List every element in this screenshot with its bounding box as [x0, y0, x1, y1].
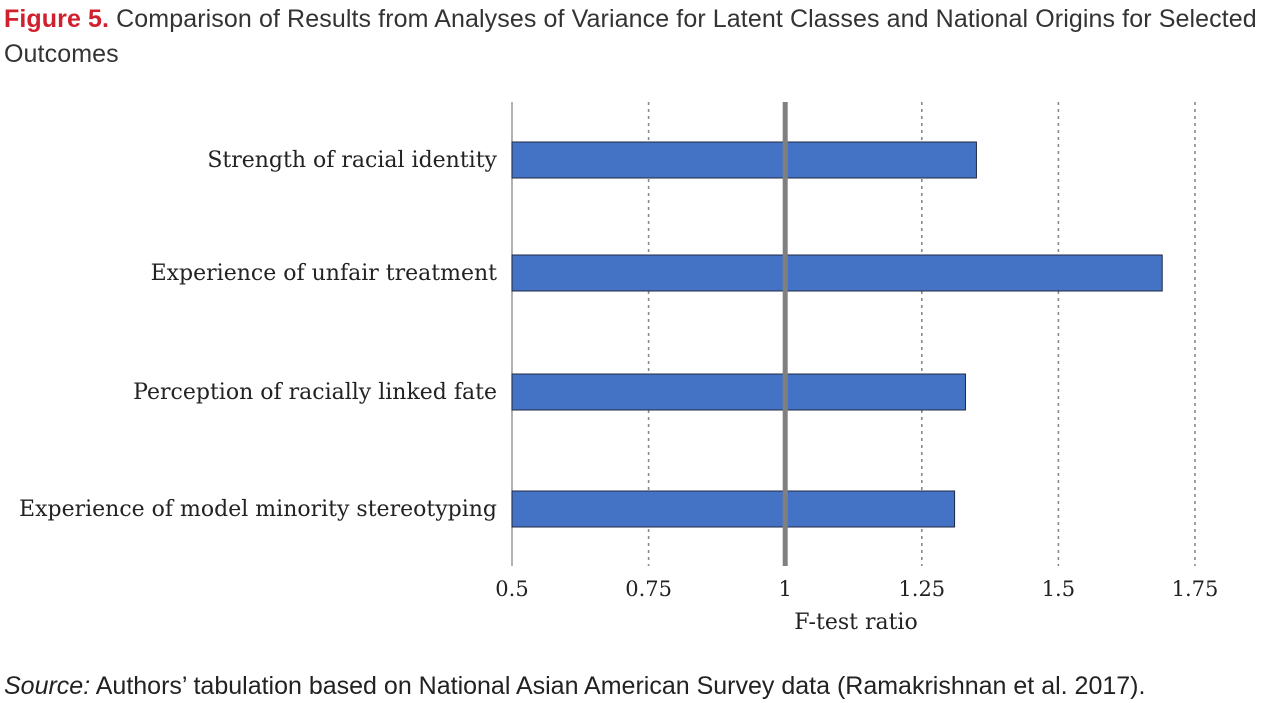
x-tick-label: 0.5 [495, 577, 528, 601]
bar-1 [511, 141, 977, 179]
category-label: Strength of racial identity [207, 148, 497, 173]
x-tick-label: 1.5 [1042, 577, 1075, 601]
x-axis-title: F-test ratio [794, 610, 917, 635]
bar-chart: Strength of racial identity Experience of… [19, 102, 1218, 635]
x-tick-label: 0.75 [625, 577, 672, 601]
bar-3 [511, 373, 967, 411]
source-label: Source: [4, 672, 91, 700]
grid-lines [511, 102, 1196, 566]
bars [511, 141, 1163, 528]
x-tick-label: 1.75 [1172, 577, 1219, 601]
x-tick-label: 1 [779, 577, 792, 601]
bar-4 [511, 490, 956, 528]
x-axis-tick-labels: 0.5 0.75 1 1.25 1.5 1.75 [495, 577, 1218, 601]
category-label: Experience of model minority stereotypin… [19, 497, 497, 522]
category-label: Experience of unfair treatment [151, 261, 498, 286]
figure-label: Figure 5. [4, 5, 110, 33]
bar-2 [511, 254, 1163, 292]
category-label: Perception of racially linked fate [133, 380, 497, 405]
category-labels: Strength of racial identity Experience of… [19, 148, 498, 522]
source-text: Authors’ tabulation based on National As… [95, 672, 1146, 700]
figure-title: Figure 5. Comparison of Results from Ana… [4, 2, 1280, 72]
x-tick-label: 1.25 [898, 577, 945, 601]
figure-title-text: Comparison of Results from Analyses of V… [4, 5, 1257, 68]
source-note: Source: Authors’ tabulation based on Nat… [4, 672, 1145, 701]
